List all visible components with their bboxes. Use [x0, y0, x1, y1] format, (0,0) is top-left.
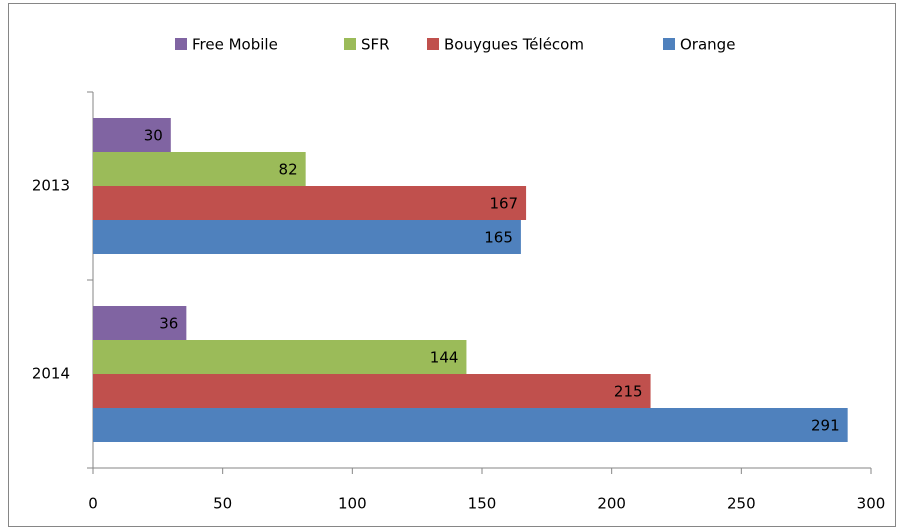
- y-tick-label: 2013: [32, 177, 70, 195]
- x-tick-label: 250: [727, 495, 756, 513]
- legend-swatch: [344, 38, 356, 50]
- chart-frame: [8, 3, 896, 527]
- data-label: 36: [159, 315, 178, 333]
- legend-label: Orange: [680, 36, 735, 54]
- x-tick-label: 100: [338, 495, 367, 513]
- data-label: 30: [144, 127, 163, 145]
- y-tick-label: 2014: [32, 365, 70, 383]
- data-label: 144: [430, 349, 459, 367]
- bar: [93, 186, 527, 220]
- legend-swatch: [663, 38, 675, 50]
- bar: [93, 306, 187, 340]
- legend-swatch: [175, 38, 187, 50]
- bar: [93, 118, 171, 152]
- data-label: 165: [484, 229, 513, 247]
- bar: [93, 340, 467, 374]
- data-label: 167: [489, 195, 518, 213]
- legend-label: Bouygues Télécom: [444, 36, 584, 54]
- legend-swatch: [427, 38, 439, 50]
- bar: [93, 408, 848, 442]
- bar: [93, 152, 306, 186]
- x-tick-label: 50: [213, 495, 232, 513]
- data-label: 215: [614, 383, 643, 401]
- x-tick-label: 150: [468, 495, 497, 513]
- bar: [93, 374, 651, 408]
- data-label: 291: [811, 417, 840, 435]
- legend-label: Free Mobile: [192, 36, 278, 54]
- x-tick-label: 200: [597, 495, 626, 513]
- data-label: 82: [279, 161, 298, 179]
- x-tick-label: 300: [857, 495, 886, 513]
- legend-label: SFR: [361, 36, 390, 54]
- x-tick-label: 0: [88, 495, 98, 513]
- bar: [93, 220, 521, 254]
